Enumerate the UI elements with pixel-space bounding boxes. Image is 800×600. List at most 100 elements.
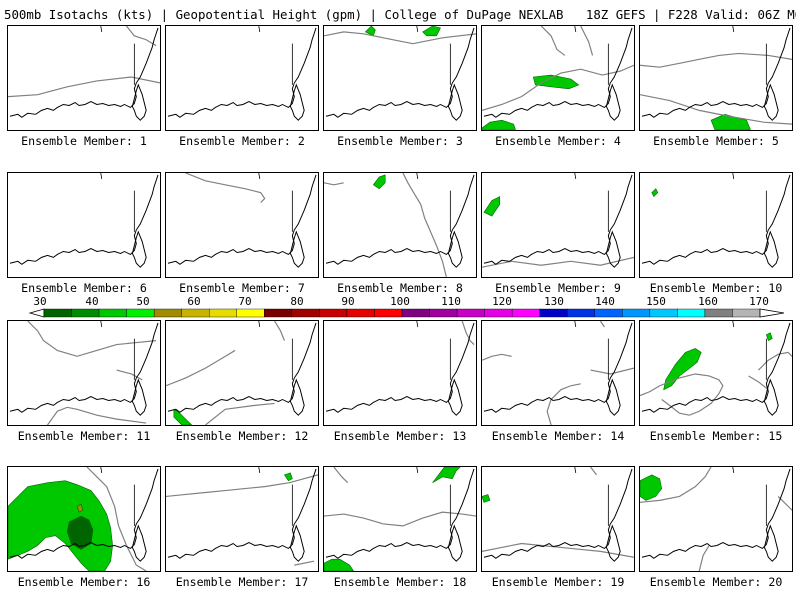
ensemble-panel-3 bbox=[323, 25, 477, 131]
ensemble-member-label: Ensemble Member: 3 bbox=[337, 134, 463, 148]
florida-peninsula bbox=[131, 83, 147, 121]
ensemble-member-label: Ensemble Member: 7 bbox=[179, 281, 305, 295]
isotach-shading bbox=[432, 467, 461, 483]
height-contour bbox=[580, 26, 594, 56]
isotach-shading bbox=[532, 74, 580, 90]
colorbar-tick-label: 60 bbox=[187, 295, 200, 308]
coastline bbox=[325, 322, 475, 413]
coastline bbox=[483, 468, 633, 559]
member-map-8 bbox=[324, 173, 475, 277]
florida-peninsula bbox=[447, 524, 463, 562]
height-contour bbox=[640, 52, 792, 68]
height-contour bbox=[166, 474, 318, 498]
colorbar-tick-label: 150 bbox=[646, 295, 666, 308]
coastline bbox=[483, 27, 633, 118]
isotach-shading bbox=[8, 480, 113, 571]
height-contour bbox=[482, 64, 634, 111]
coastline bbox=[9, 27, 159, 118]
height-contour bbox=[333, 467, 349, 484]
coastline bbox=[641, 322, 791, 413]
state-border bbox=[258, 321, 293, 380]
colorbar-segment bbox=[622, 308, 651, 318]
colorbar-right-arrow bbox=[759, 308, 785, 318]
colorbar-segment bbox=[291, 308, 320, 318]
colorbar-left-arrow bbox=[28, 308, 45, 318]
colorbar-segment bbox=[594, 308, 623, 318]
member-map-11 bbox=[9, 321, 159, 425]
member-map-3 bbox=[324, 26, 476, 121]
colorbar-tick-label: 160 bbox=[698, 295, 718, 308]
member-map-14 bbox=[482, 321, 634, 425]
height-contour bbox=[599, 321, 605, 328]
florida-peninsula bbox=[763, 378, 779, 416]
florida-peninsula bbox=[131, 524, 147, 562]
florida-peninsula bbox=[131, 230, 147, 268]
isotach-shading bbox=[66, 515, 94, 550]
ensemble-member-label: Ensemble Member: 20 bbox=[649, 575, 783, 589]
height-contour bbox=[461, 321, 475, 345]
coastline bbox=[641, 174, 791, 265]
ensemble-panel-1 bbox=[7, 25, 161, 131]
ensemble-member-label: Ensemble Member: 17 bbox=[175, 575, 309, 589]
ensemble-panel-12 bbox=[165, 320, 319, 426]
isotach-colorbar: 30 40 50 60 70 80 90 100 110 120 130 140 150 160 170 bbox=[28, 295, 785, 318]
state-border bbox=[574, 321, 609, 380]
ensemble-member-label: Ensemble Member: 2 bbox=[179, 134, 305, 148]
member-map-17 bbox=[166, 467, 318, 566]
ensemble-panel-16 bbox=[7, 466, 161, 572]
state-border bbox=[732, 321, 767, 380]
state-border bbox=[416, 321, 451, 380]
colorbar-segment bbox=[649, 308, 678, 318]
coastline bbox=[325, 27, 475, 118]
colorbar-segment bbox=[153, 308, 182, 318]
colorbar-segment bbox=[236, 308, 265, 318]
colorbar-segment bbox=[181, 308, 210, 318]
florida-peninsula bbox=[447, 378, 463, 416]
coastline bbox=[641, 27, 791, 118]
coastline bbox=[167, 174, 317, 265]
ensemble-member-label: Ensemble Member: 1 bbox=[21, 134, 147, 148]
isotach-shading bbox=[364, 26, 376, 37]
ensemble-panel-9 bbox=[481, 172, 635, 278]
florida-peninsula bbox=[131, 378, 147, 416]
colorbar-tick-label: 110 bbox=[441, 295, 461, 308]
state-border bbox=[732, 26, 767, 85]
colorbar-segment bbox=[126, 308, 155, 318]
height-contour bbox=[640, 94, 792, 125]
colorbar-tick-label: 50 bbox=[136, 295, 149, 308]
ensemble-member-label: Ensemble Member: 10 bbox=[649, 281, 783, 295]
state-border bbox=[258, 467, 293, 526]
colorbar-segment bbox=[429, 308, 458, 318]
florida-peninsula bbox=[447, 230, 463, 268]
ensemble-panel-5 bbox=[639, 25, 793, 131]
ensemble-panel-8 bbox=[323, 172, 477, 278]
florida-peninsula bbox=[289, 378, 305, 416]
isotach-shading bbox=[765, 332, 773, 342]
colorbar-segment bbox=[264, 308, 293, 318]
state-border bbox=[574, 173, 609, 232]
coastline bbox=[9, 174, 159, 265]
colorbar-segment bbox=[43, 308, 72, 318]
ensemble-panel-19 bbox=[481, 466, 635, 572]
state-border bbox=[416, 173, 451, 232]
ensemble-panel-14 bbox=[481, 320, 635, 426]
state-border bbox=[416, 467, 451, 526]
isotach-shading bbox=[663, 348, 702, 391]
member-map-16 bbox=[8, 467, 159, 571]
height-contour bbox=[777, 496, 792, 511]
member-map-15 bbox=[640, 321, 792, 416]
coastline bbox=[325, 468, 475, 559]
ensemble-member-label: Ensemble Member: 9 bbox=[495, 281, 621, 295]
coastline bbox=[167, 468, 317, 559]
isotach-shading bbox=[710, 113, 751, 130]
colorbar-tick-label: 120 bbox=[492, 295, 512, 308]
colorbar-tick-label: 40 bbox=[85, 295, 98, 308]
colorbar-segment bbox=[677, 308, 706, 318]
state-border bbox=[732, 173, 767, 232]
height-contour bbox=[8, 76, 160, 98]
height-contour bbox=[116, 369, 143, 381]
height-contour bbox=[640, 467, 712, 503]
height-contour bbox=[758, 351, 792, 371]
colorbar-segment bbox=[539, 308, 568, 318]
member-map-12 bbox=[166, 321, 317, 425]
